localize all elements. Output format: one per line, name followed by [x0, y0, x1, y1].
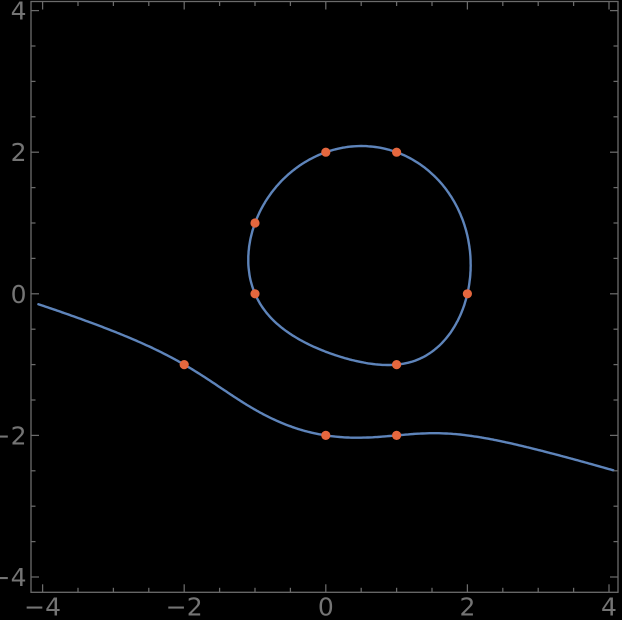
y-tick-label: 4 — [11, 0, 27, 26]
data-point — [321, 147, 331, 157]
y-tick-label: −4 — [0, 563, 27, 592]
data-point — [392, 360, 402, 370]
data-point — [462, 289, 472, 299]
data-point — [392, 430, 402, 440]
data-point — [179, 360, 189, 370]
y-tick-label: 2 — [11, 138, 27, 167]
data-point — [250, 218, 260, 228]
x-tick-label: 0 — [318, 593, 334, 620]
x-tick-label: 2 — [459, 593, 475, 620]
data-point — [250, 289, 260, 299]
data-point — [321, 430, 331, 440]
x-tick-label: −2 — [166, 593, 203, 620]
plot-frame-border — [30, 0, 619, 593]
y-tick-label: −2 — [0, 421, 27, 450]
x-tick-label: −4 — [24, 593, 61, 620]
data-point — [392, 147, 402, 157]
y-tick-label: 0 — [11, 280, 27, 309]
implicit-cubic-curve — [37, 144, 615, 472]
x-tick-label: 4 — [601, 593, 617, 620]
